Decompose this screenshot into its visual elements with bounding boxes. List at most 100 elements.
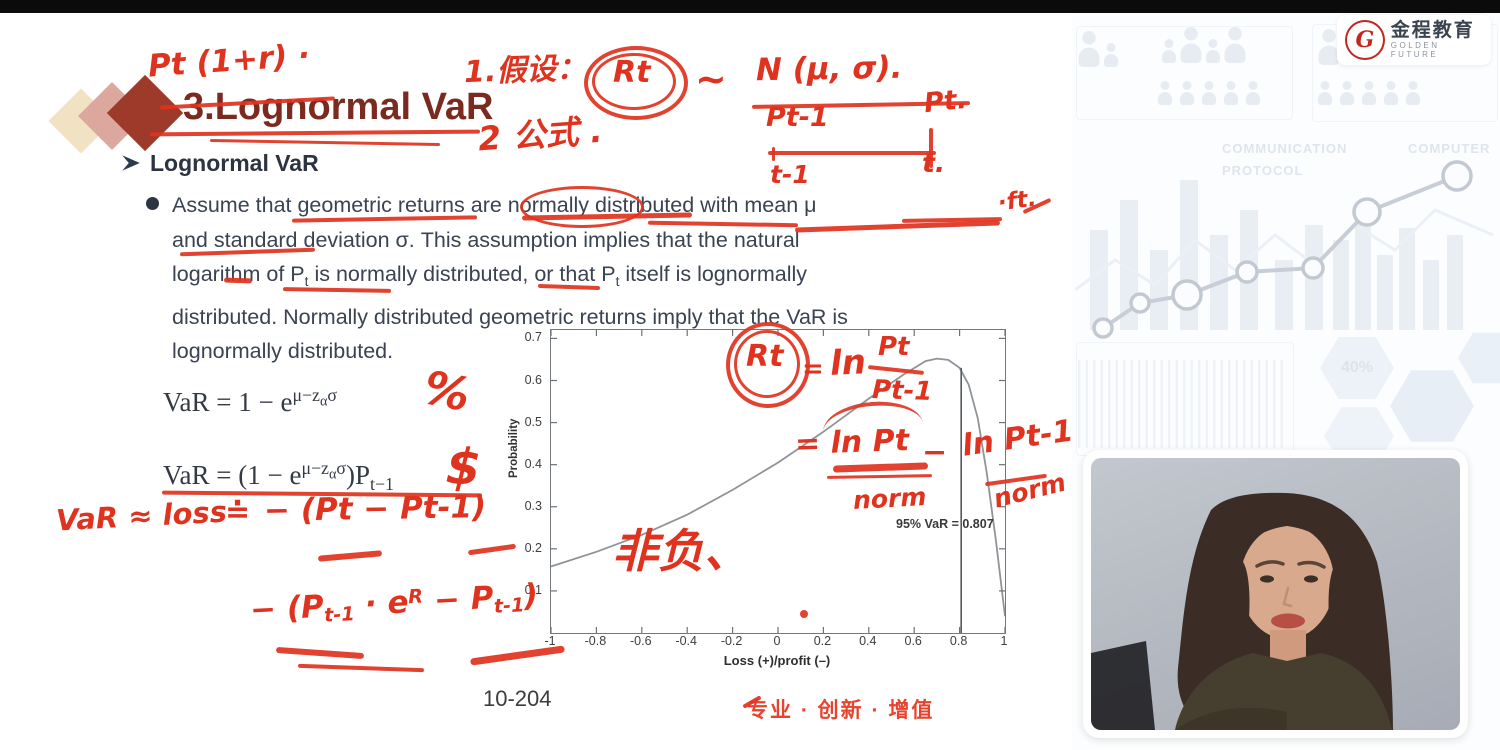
people-icons-group bbox=[1082, 43, 1118, 67]
paragraph-line: lognormally distributed. bbox=[172, 339, 394, 363]
people-icons-group bbox=[1318, 81, 1420, 105]
person-icon bbox=[1180, 81, 1194, 105]
brand-name-en: GOLDEN FUTURE bbox=[1390, 41, 1440, 60]
hw-timeline-t-prev: t-1 bbox=[770, 160, 810, 189]
paragraph-line: logarithm of Pt is normally distributed,… bbox=[172, 262, 808, 289]
slide-paragraph: Assume that geometric returns are normal… bbox=[172, 188, 1042, 369]
brand-logo: G 金程教育 GOLDEN FUTURE bbox=[1337, 15, 1491, 65]
hw-tilde: ~ bbox=[695, 57, 727, 101]
x-tick-label: -0.6 bbox=[630, 634, 652, 648]
y-tick-label: 0.2 bbox=[524, 540, 542, 555]
paragraph-line: Assume that geometric returns are normal… bbox=[172, 193, 817, 217]
footer-slogan: 专业 · 创新 · 增值 bbox=[747, 699, 935, 722]
red-circle bbox=[520, 186, 644, 228]
watermark-text: COMPUTER bbox=[1408, 141, 1491, 156]
hw-pt-1plusr: Pt (1+r) · bbox=[146, 37, 312, 85]
y-tick-label: 0.6 bbox=[524, 372, 542, 387]
hw-equals: ≐ bbox=[225, 495, 251, 530]
arrow-bullet-icon bbox=[122, 155, 140, 171]
hw-normal-dist: N (μ, σ). bbox=[755, 49, 903, 89]
x-tick-label: 0 bbox=[773, 634, 781, 648]
person-icon bbox=[1225, 27, 1246, 63]
x-tick-label: -1 bbox=[544, 634, 556, 648]
y-tick-label: 0.5 bbox=[524, 414, 542, 429]
red-stroke bbox=[297, 663, 425, 673]
red-tick bbox=[772, 147, 775, 161]
webcam-video bbox=[1091, 458, 1460, 730]
slide-title: 3.Lognormal VaR bbox=[183, 86, 494, 128]
y-tick-label: 0.7 bbox=[524, 330, 542, 345]
person-icon bbox=[1162, 39, 1176, 63]
red-dot bbox=[800, 610, 808, 618]
hexagon-graphic: 40% bbox=[1320, 336, 1394, 400]
person-icon bbox=[1104, 43, 1118, 67]
people-icons-group bbox=[1162, 39, 1242, 63]
hw-step2-formula: 2 公式 . bbox=[476, 110, 604, 159]
person-icon bbox=[1224, 81, 1238, 105]
person-icon bbox=[1384, 81, 1398, 105]
red-tick bbox=[929, 128, 933, 168]
red-stroke-timeline bbox=[768, 151, 936, 155]
red-circle bbox=[726, 322, 810, 408]
slide-subtitle: Lognormal VaR bbox=[150, 150, 319, 176]
x-tick-label: 0.4 bbox=[859, 634, 877, 648]
hw-var-loss: VaR ≈ loss bbox=[55, 494, 228, 538]
red-circle bbox=[734, 330, 800, 398]
x-tick-label: 0.6 bbox=[904, 634, 922, 648]
brand-seal-icon: G bbox=[1345, 20, 1385, 60]
hw-ft-note: ·ft. bbox=[996, 185, 1039, 217]
paragraph-line: and standard deviation σ. This assumptio… bbox=[172, 227, 800, 252]
letterbox-top-bar bbox=[0, 0, 1500, 13]
person-icon bbox=[1206, 39, 1220, 63]
person-icon bbox=[1181, 27, 1202, 63]
chart-y-ticks: 0.1 0.2 0.3 0.4 0.5 0.6 0.7 bbox=[510, 329, 546, 632]
x-tick-label: 0.8 bbox=[949, 634, 968, 648]
person-icon bbox=[1362, 81, 1376, 105]
red-stroke bbox=[149, 129, 481, 136]
x-tick-label: 1 bbox=[1000, 634, 1008, 648]
watermark-text: PROTOCOL bbox=[1222, 163, 1304, 178]
y-tick-label: 0.4 bbox=[524, 456, 542, 471]
hw-rt: Rt bbox=[613, 55, 651, 90]
red-underline bbox=[275, 646, 365, 660]
hw-timeline-t-now: t. bbox=[922, 148, 946, 179]
hw-timeline-p-prev: Pt-1 bbox=[766, 102, 829, 133]
person-icon bbox=[1202, 81, 1216, 105]
hw-dollar-mark: $ bbox=[444, 437, 483, 497]
hw-step1-assume: 1.假设： bbox=[463, 50, 587, 91]
watermark-text: COMMUNICATION bbox=[1222, 141, 1348, 156]
hexagon-graphic bbox=[1390, 370, 1474, 442]
chart-var-annotation: 95% VaR = 0.807 bbox=[896, 517, 994, 531]
page-number: 10-204 bbox=[483, 686, 552, 711]
person-icon bbox=[1246, 81, 1260, 105]
hw-norm-label: norm bbox=[852, 482, 928, 515]
red-underline bbox=[317, 550, 383, 562]
red-underline bbox=[223, 277, 253, 284]
hw-percent-mark: % bbox=[418, 359, 476, 423]
person-icon bbox=[1318, 81, 1332, 105]
presenter-portrait bbox=[1091, 492, 1393, 730]
hw-ln: ln bbox=[828, 342, 867, 384]
hw-ln-pt: = ln Pt bbox=[794, 423, 910, 462]
hw-cn-note: 非负、 bbox=[612, 524, 750, 578]
people-icons-group bbox=[1158, 81, 1260, 105]
paragraph-line: distributed. Normally distributed geomet… bbox=[172, 304, 848, 329]
brand-text: 金程教育 GOLDEN FUTURE bbox=[1390, 19, 1491, 60]
brand-name-cn: 金程教育 bbox=[1390, 19, 1475, 41]
red-circle bbox=[592, 53, 676, 110]
x-tick-label: -0.8 bbox=[584, 634, 607, 648]
red-circle bbox=[584, 46, 688, 120]
person-icon bbox=[1158, 81, 1172, 105]
red-underline bbox=[467, 543, 517, 556]
red-stroke bbox=[209, 138, 441, 147]
hw-eq: = bbox=[802, 354, 824, 384]
hw-ptm1-er-formula: − (Pt-1 · eR − Pt-1) bbox=[249, 577, 539, 629]
formula-var-percent: VaR = 1 − eμ−zασ bbox=[163, 385, 338, 417]
y-tick-label: 0.3 bbox=[524, 498, 542, 513]
x-tick-label: -0.2 bbox=[720, 634, 743, 648]
person-icon bbox=[1340, 81, 1354, 105]
chart-x-ticks: -1 -0.8 -0.6 -0.4 -0.2 0 0.2 0.4 0.6 0.8 1 bbox=[544, 634, 1007, 652]
chart-x-axis-label: Loss (+)/profit (–) bbox=[723, 653, 831, 668]
x-tick-label: -0.4 bbox=[675, 634, 697, 648]
